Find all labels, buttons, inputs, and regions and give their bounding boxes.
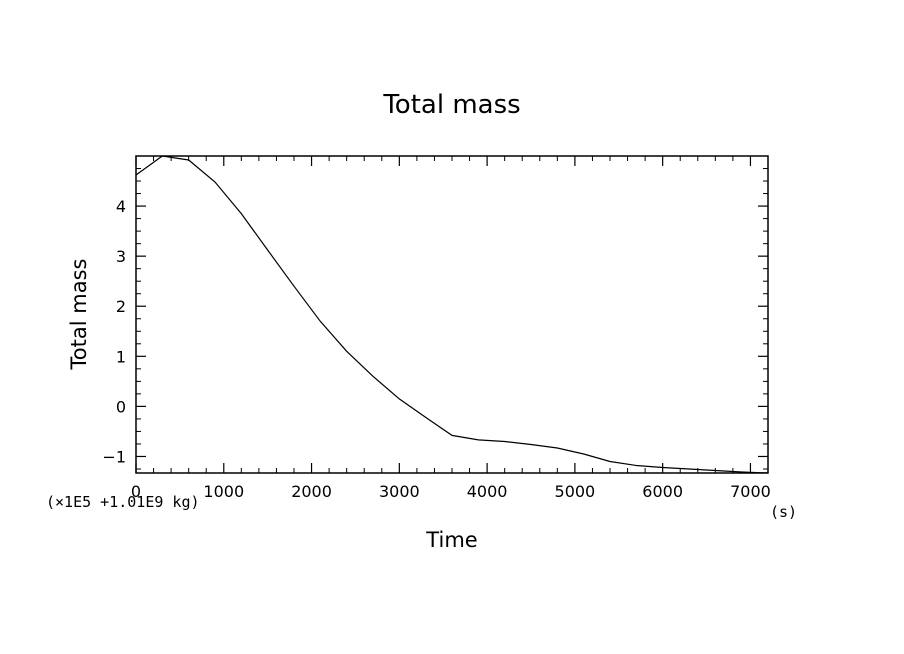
y-axis-label: Total mass xyxy=(67,259,91,371)
x-axis-unit: (s) xyxy=(770,503,797,521)
y-axis-unit: (×1E5 +1.01E9 kg) xyxy=(46,493,200,511)
y-tick-label: 0 xyxy=(116,397,126,416)
x-tick-label: 3000 xyxy=(379,482,420,501)
x-tick-label: 1000 xyxy=(203,482,244,501)
x-tick-label: 5000 xyxy=(555,482,596,501)
plot-frame xyxy=(135,155,769,474)
series-line-total-mass xyxy=(135,155,769,474)
y-tick-label: −1 xyxy=(102,447,126,466)
x-tick-label: 0 xyxy=(131,482,141,501)
x-axis-label: Time xyxy=(425,528,477,552)
x-tick-label: 4000 xyxy=(467,482,508,501)
y-tick-label: 4 xyxy=(116,197,126,216)
y-tick-label: 1 xyxy=(116,347,126,366)
x-axis-minor-ticks xyxy=(153,156,769,473)
y-tick-label: 2 xyxy=(116,297,126,316)
x-tick-label: 6000 xyxy=(642,482,683,501)
x-axis-ticks: 0 1000 2000 3000 4000 5000 6000 7000 xyxy=(131,156,771,501)
x-tick-label: 2000 xyxy=(291,482,332,501)
chart-title: Total mass xyxy=(382,90,520,120)
y-axis-ticks: −1 0 1 2 3 4 xyxy=(102,197,768,466)
y-axis-minor-ticks xyxy=(136,168,768,470)
x-tick-label: 7000 xyxy=(730,482,771,501)
y-tick-label: 3 xyxy=(116,247,126,266)
